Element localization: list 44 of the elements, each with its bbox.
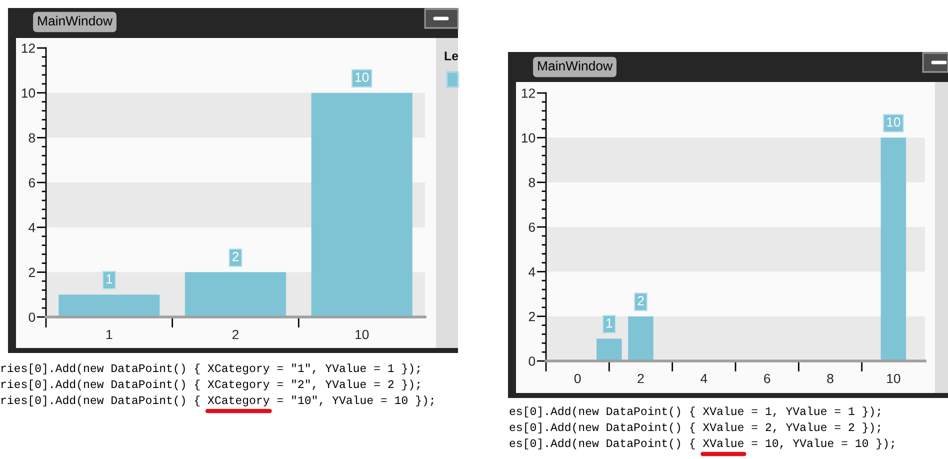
text: es[0].Add(new DataPoint() { XValue = 2, YValue = 2 }); bbox=[510, 422, 880, 434]
data-label: 2 bbox=[232, 252, 239, 262]
y-tick-label: 4 bbox=[28, 223, 36, 232]
y-tick-label: 2 bbox=[28, 268, 35, 277]
bar bbox=[628, 316, 654, 361]
y-tick-label: 0 bbox=[28, 312, 36, 322]
x-tick-label: 10 bbox=[887, 374, 900, 384]
data-label: 10 bbox=[887, 117, 900, 127]
text: es[0].Add(new DataPoint() { XValue = 10, YValue = 10 }); bbox=[510, 438, 894, 450]
x-tick-label: 1 bbox=[106, 330, 112, 340]
bar bbox=[596, 338, 622, 361]
y-tick-label: 6 bbox=[528, 222, 536, 232]
chart-title: MainWindow bbox=[538, 60, 613, 71]
x-tick-label: 8 bbox=[827, 374, 834, 384]
y-tick-label: 6 bbox=[28, 178, 36, 188]
y-tick-label: 12 bbox=[522, 88, 535, 98]
text: ries[0].Add(new DataPoint() { XCategory = "1", YValue = 1 }); bbox=[1, 364, 420, 374]
y-tick-label: 8 bbox=[28, 133, 36, 143]
text: ries[0].Add(new DataPoint() { XCategory = "2", YValue = 2 }); bbox=[1, 380, 420, 390]
x-tick-label: 6 bbox=[764, 374, 770, 384]
y-tick-label: 8 bbox=[528, 178, 536, 188]
y-tick-label: 10 bbox=[522, 133, 536, 143]
data-label: 10 bbox=[356, 72, 369, 82]
y-tick-label: 12 bbox=[22, 44, 35, 53]
bar bbox=[58, 294, 160, 317]
text: ries[0].Add(new DataPoint() { XCategory = "10", YValue = 10 }); bbox=[1, 396, 434, 406]
bar bbox=[311, 92, 412, 317]
x-tick-label: 2 bbox=[232, 330, 239, 340]
bar bbox=[880, 138, 906, 361]
x-tick-label: 0 bbox=[574, 374, 581, 384]
legend-title: Le bbox=[444, 52, 458, 60]
x-tick-label: 4 bbox=[700, 374, 708, 384]
x-tick-label: 10 bbox=[356, 330, 369, 340]
text: es[0].Add(new DataPoint() { XValue = 1, YValue = 1 }); bbox=[510, 406, 880, 418]
data-label: 2 bbox=[638, 296, 644, 306]
x-tick-label: 2 bbox=[638, 374, 644, 384]
y-tick-label: 10 bbox=[22, 88, 36, 98]
y-tick-label: 4 bbox=[528, 267, 536, 276]
y-tick-label: 2 bbox=[528, 312, 535, 322]
data-label: 1 bbox=[106, 274, 112, 284]
chart-title: MainWindow bbox=[38, 16, 113, 26]
y-tick-label: 0 bbox=[528, 356, 536, 366]
data-label: 1 bbox=[606, 318, 612, 328]
bar bbox=[184, 272, 286, 317]
